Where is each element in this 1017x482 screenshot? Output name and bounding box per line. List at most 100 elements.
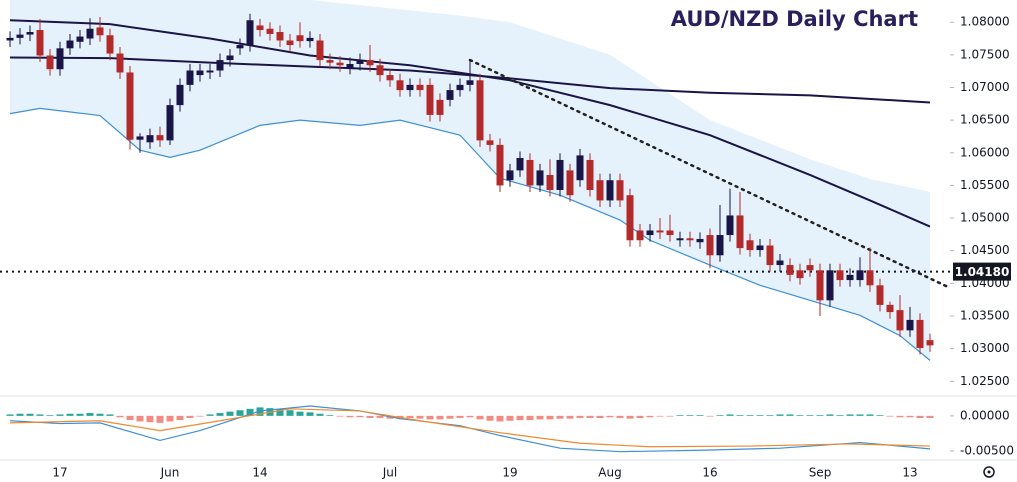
macd-histogram-bar [786, 414, 794, 416]
macd-histogram-bar [816, 415, 824, 416]
x-tick-label: 16 [702, 466, 717, 480]
candle-body [866, 270, 874, 286]
macd-histogram-bar [76, 413, 84, 416]
candle-body [166, 105, 174, 141]
candle-body [386, 75, 394, 81]
candle-body [516, 158, 524, 171]
macd-histogram-bar [706, 415, 714, 417]
x-tick-label: Jun [160, 466, 180, 480]
candle-body [436, 99, 444, 115]
candle-body [896, 310, 904, 331]
y-tick-label: 1.07500 [960, 47, 1010, 61]
macd-histogram-bar [186, 415, 194, 418]
candle-body [536, 170, 544, 186]
macd-histogram-bar [536, 415, 544, 420]
band-lower-line [9, 107, 931, 361]
candle-body [276, 31, 284, 41]
macd-histogram-bar [756, 415, 764, 416]
macd-histogram-bar [436, 415, 444, 420]
macd-histogram-bar [636, 415, 644, 418]
candle-body [86, 28, 94, 39]
macd-histogram-bar [416, 415, 424, 419]
macd-histogram-bar [296, 411, 304, 416]
macd-histogram-bar [116, 415, 124, 418]
macd-histogram-bar [156, 415, 164, 423]
candle-body [496, 144, 504, 186]
macd-histogram-bar [206, 414, 214, 416]
y-tick-label: 1.03000 [960, 341, 1010, 355]
macd-histogram-bar [486, 415, 494, 421]
macd-histogram-bar [766, 415, 774, 416]
candle-body [36, 30, 44, 56]
candle-body [326, 60, 334, 63]
macd-histogram-bar [16, 413, 24, 416]
macd-histogram-bar [316, 413, 324, 416]
candle-body [926, 340, 934, 346]
candle-body [916, 319, 924, 348]
x-tick-label: Sep [809, 466, 832, 480]
macd-histogram-bar [846, 414, 854, 416]
macd-histogram-bar [796, 415, 804, 416]
macd-histogram-bar [446, 415, 454, 419]
candle-body [676, 238, 684, 241]
macd-histogram-bar [346, 415, 354, 418]
candle-body [476, 80, 484, 141]
macd-histogram-bar [586, 415, 594, 418]
y-tick-label: 1.07000 [960, 80, 1010, 94]
macd-histogram-bar [806, 415, 814, 416]
x-tick-label: Aug [598, 466, 621, 480]
macd-histogram-bar [696, 415, 704, 416]
macd-histogram-bar [216, 413, 224, 416]
macd-histogram-bar [876, 415, 884, 416]
candle-body [186, 70, 194, 85]
candle-body [416, 84, 424, 91]
candle-body [686, 238, 694, 241]
macd-histogram-bar [866, 414, 874, 416]
candle-body [196, 70, 204, 76]
x-tick-label: 13 [902, 466, 917, 480]
macd-histogram-bar [826, 414, 834, 416]
candle-body [96, 27, 104, 36]
macd-histogram-bar [336, 415, 344, 417]
settings-icon[interactable] [983, 466, 995, 478]
candle-body [786, 265, 794, 275]
macd-histogram-bar [236, 410, 244, 416]
macd-histogram-bar [716, 415, 724, 416]
candle-body [746, 240, 754, 251]
macd-histogram-bar [96, 413, 104, 416]
macd-histogram-bar [136, 415, 144, 422]
macd-histogram-bar [246, 408, 254, 416]
candle-body [346, 63, 354, 68]
macd-histogram-bar [306, 412, 314, 416]
candle-body [706, 235, 714, 256]
x-tick-label: 19 [502, 466, 517, 480]
macd-histogram-bar [686, 415, 694, 416]
candle-body [406, 84, 414, 91]
candle-body [56, 48, 64, 70]
candle-body [126, 72, 134, 140]
candle-body [336, 62, 344, 66]
candle-body [176, 84, 184, 106]
macd-histogram-bar [836, 415, 844, 416]
candle-body [596, 180, 604, 201]
macd-histogram-bar [26, 413, 34, 416]
candle-body [26, 31, 34, 35]
macd-histogram-bar [736, 415, 744, 416]
y2-tick-label: -0.00500 [960, 443, 1014, 457]
macd-histogram-bar [86, 413, 94, 416]
candle-body [396, 80, 404, 91]
macd-histogram-bar [176, 415, 184, 421]
macd-histogram-bar [106, 414, 114, 416]
macd-histogram-bar [646, 415, 654, 418]
candle-body [816, 270, 824, 301]
candle-body [236, 45, 244, 49]
candle-body [716, 235, 724, 256]
macd-line [9, 408, 931, 448]
candle-body [16, 34, 24, 38]
candle-body [146, 135, 154, 143]
macd-histogram-bar [626, 415, 634, 419]
macd-histogram-bar [576, 415, 584, 418]
candle-body [456, 84, 464, 91]
candle-body [876, 285, 884, 305]
candle-body [646, 230, 654, 236]
